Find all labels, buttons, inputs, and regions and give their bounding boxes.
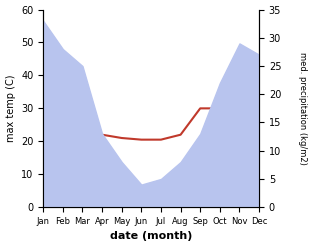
- X-axis label: date (month): date (month): [110, 231, 192, 242]
- Y-axis label: max temp (C): max temp (C): [5, 75, 16, 142]
- Y-axis label: med. precipitation (kg/m2): med. precipitation (kg/m2): [298, 52, 307, 165]
